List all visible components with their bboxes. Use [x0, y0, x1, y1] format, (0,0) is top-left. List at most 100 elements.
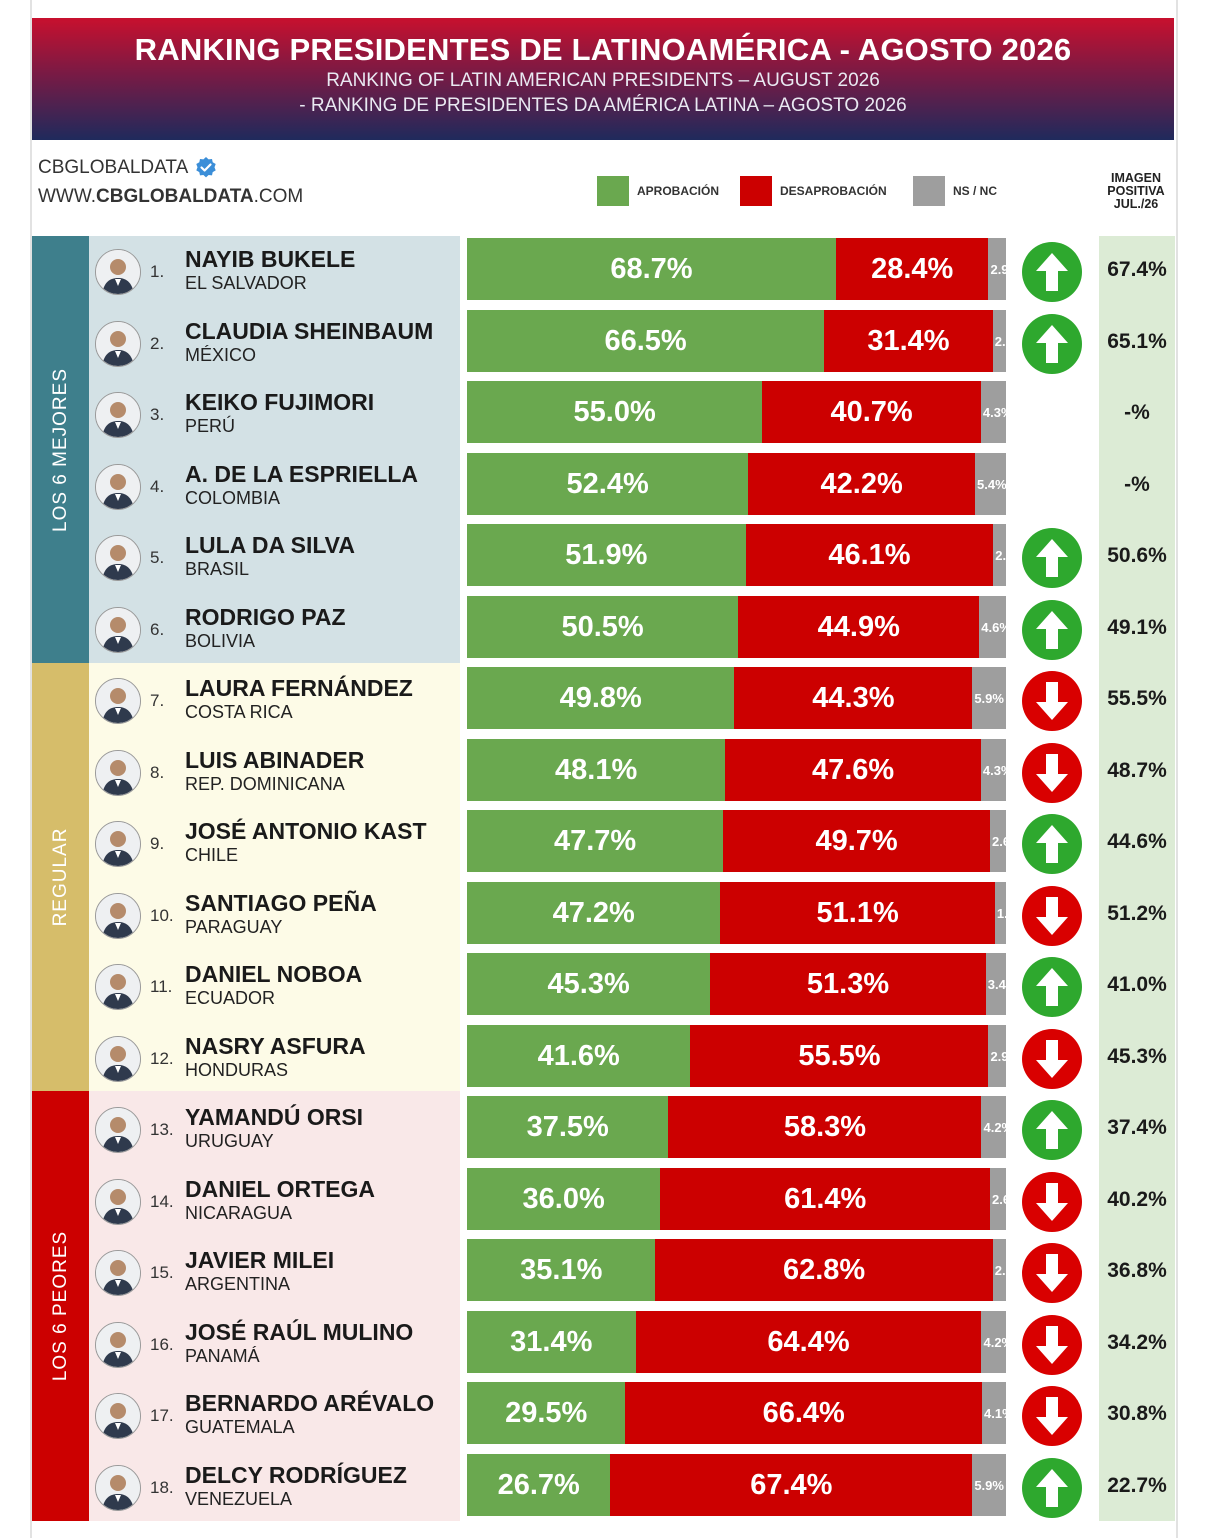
image-positive-value: -% — [1124, 401, 1150, 424]
avatar — [95, 821, 141, 867]
avatar — [95, 535, 141, 581]
president-name: CLAUDIA SHEINBAUM — [185, 318, 434, 344]
arrow-up-icon — [1021, 527, 1083, 589]
legend-disapproval-label: DESAPROBACIÓN — [780, 184, 887, 198]
nsnc-bar-label: 1.7% — [996, 905, 1006, 921]
avatar — [95, 678, 141, 724]
disapproval-bar-label: 42.2% — [820, 467, 903, 500]
disapproval-bar: 44.3% — [734, 667, 973, 729]
disapproval-bar: 62.8% — [655, 1239, 993, 1301]
approval-bar: 49.8% — [467, 667, 735, 729]
legend-approval-label: APROBACIÓN — [637, 184, 720, 198]
avatar — [95, 464, 141, 510]
disapproval-bar: 49.7% — [723, 810, 991, 872]
nsnc-bar: 4.2% — [981, 1096, 1006, 1158]
disapproval-bar: 40.7% — [762, 381, 981, 443]
image-positive-value: 34.2% — [1107, 1331, 1167, 1354]
disapproval-bar-label: 62.8% — [782, 1253, 866, 1286]
approval-bar: 35.1% — [467, 1239, 656, 1301]
arrow-up-icon — [1021, 313, 1083, 375]
arrow-down-icon — [1021, 1314, 1083, 1376]
approval-bar-label: 52.4% — [566, 467, 649, 500]
group-tab-regular: REGULAR — [32, 663, 89, 1091]
approval-bar: 47.2% — [467, 882, 721, 944]
arrow-up-icon — [1021, 599, 1083, 661]
approval-bar: 68.7% — [467, 238, 836, 300]
group-bg-regular — [89, 663, 460, 1091]
rank-number: 15. — [150, 1263, 174, 1282]
approval-bar-label: 36.0% — [522, 1182, 605, 1215]
nsnc-bar: 4.3% — [980, 381, 1007, 443]
right-border — [1176, 0, 1178, 1538]
approval-bar-label: 41.6% — [537, 1039, 620, 1072]
arrow-down-icon — [1021, 1171, 1083, 1233]
arrow-down-icon — [1021, 885, 1083, 947]
arrow-up-icon — [1021, 1457, 1083, 1519]
nsnc-bar-label: 2.9% — [990, 1048, 1006, 1064]
avatar — [95, 249, 141, 295]
president-name: NASRY ASFURA — [185, 1033, 366, 1059]
country-name: PARAGUAY — [185, 917, 283, 937]
nsnc-bar: 1.7% — [994, 882, 1007, 944]
image-positive-value: 45.3% — [1107, 1045, 1167, 1068]
stacked-bar: 52.4% 42.2% 5.4% — [467, 453, 1006, 515]
nsnc-bar: 4.6% — [979, 596, 1006, 658]
image-positive-value: 40.2% — [1107, 1188, 1167, 1211]
approval-bar: 47.7% — [467, 810, 724, 872]
nsnc-bar: 2.1% — [992, 1239, 1006, 1301]
arrow-up-icon — [1021, 241, 1083, 303]
stacked-bar: 50.5% 44.9% 4.6% — [467, 596, 1006, 658]
nsnc-bar: 2.9% — [988, 1025, 1006, 1087]
approval-bar: 55.0% — [467, 381, 763, 443]
country-name: PERÚ — [185, 416, 236, 436]
country-name: BRASIL — [185, 559, 250, 579]
approval-bar: 66.5% — [467, 310, 825, 372]
nsnc-bar-label: 2.9% — [990, 261, 1006, 277]
country-name: URUGUAY — [185, 1131, 274, 1151]
rank-number: 14. — [150, 1192, 174, 1211]
rank-number: 5. — [150, 548, 165, 567]
disapproval-bar-label: 28.4% — [871, 252, 954, 285]
avatar — [95, 1322, 141, 1368]
verified-badge-icon — [194, 156, 218, 180]
disapproval-bar: 44.9% — [738, 596, 980, 658]
avatar — [95, 1036, 141, 1082]
image-positive-value: 44.6% — [1107, 830, 1167, 853]
stacked-bar: 48.1% 47.6% 4.3% — [467, 739, 1006, 801]
legend-nsnc-label: NS / NC — [953, 184, 998, 198]
avatar — [95, 1393, 141, 1439]
subtitle-portuguese: - RANKING DE PRESIDENTES DA AMÉRICA LATI… — [299, 95, 907, 116]
title-banner: RANKING PRESIDENTES DE LATINOAMÉRICA - A… — [32, 18, 1174, 140]
country-name: NICARAGUA — [185, 1203, 293, 1223]
image-positive-value: 65.1% — [1107, 330, 1167, 353]
rank-number: 7. — [150, 691, 165, 710]
table-row: 2.CLAUDIA SHEINBAUMMÉXICO66.5%31.4%2.1%6… — [0, 308, 1206, 379]
approval-bar-label: 37.5% — [526, 1110, 609, 1143]
approval-bar-label: 50.5% — [561, 610, 644, 643]
disapproval-bar: 58.3% — [668, 1096, 982, 1158]
approval-bar-label: 31.4% — [510, 1325, 593, 1358]
stacked-bar: 47.7% 49.7% 2.6% — [467, 810, 1006, 872]
country-name: COSTA RICA — [185, 702, 293, 722]
nsnc-bar-label: 4.6% — [981, 619, 1006, 635]
image-positive-value: 50.6% — [1107, 544, 1167, 567]
nsnc-bar: 5.4% — [975, 453, 1006, 515]
nsnc-bar: 4.3% — [980, 739, 1006, 801]
image-positive-value: 41.0% — [1107, 973, 1167, 996]
subtitle-english: RANKING OF LATIN AMERICAN PRESIDENTS – A… — [326, 70, 880, 91]
president-name: DANIEL NOBOA — [185, 961, 363, 987]
brand-url[interactable]: WWW.CBGLOBALDATA.COM — [38, 186, 304, 207]
arrow-down-icon — [1021, 742, 1083, 804]
image-positive-value: -% — [1124, 473, 1150, 496]
disapproval-bar: 46.1% — [745, 524, 994, 586]
president-name: A. DE LA ESPRIELLA — [185, 461, 418, 487]
image-positive-value: 36.8% — [1107, 1259, 1167, 1282]
approval-bar: 52.4% — [467, 453, 749, 515]
country-name: MÉXICO — [185, 345, 257, 365]
stacked-bar: 36.0% 61.4% 2.6% — [467, 1168, 1006, 1230]
group-bg-best — [89, 236, 460, 663]
avatar — [95, 893, 141, 939]
approval-bar-label: 47.7% — [553, 824, 637, 857]
